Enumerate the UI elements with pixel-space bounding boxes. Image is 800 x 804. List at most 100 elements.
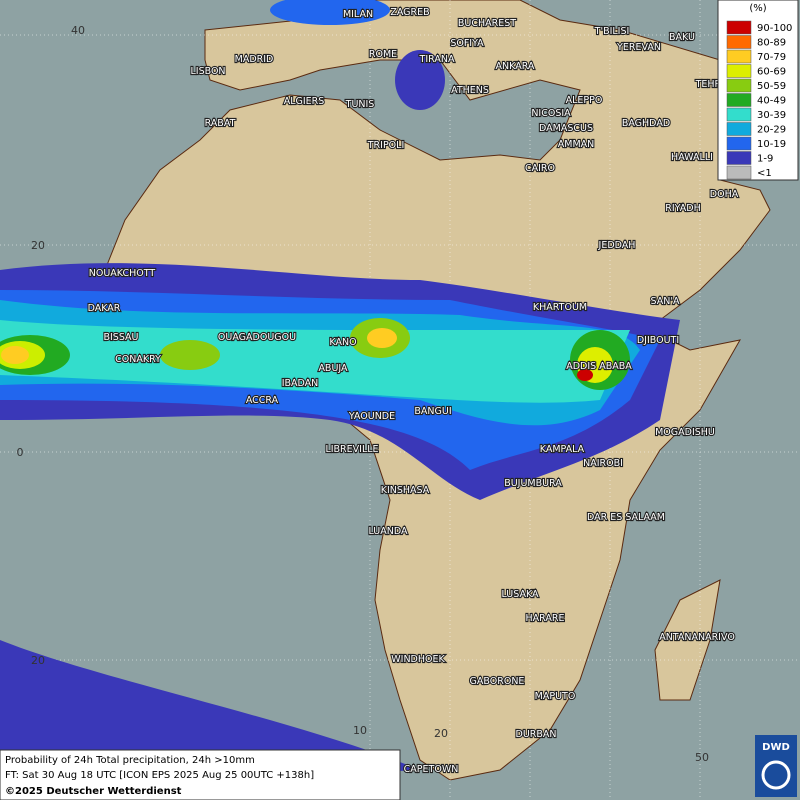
legend-swatch <box>726 20 752 35</box>
lat-label: 20 <box>31 654 45 667</box>
lat-label: 40 <box>71 24 85 37</box>
city-label: KAMPALA <box>540 444 585 455</box>
city-label: ADDIS ABABA <box>566 361 632 372</box>
caption: Probability of 24h Total precipitation, … <box>0 749 401 801</box>
city-label: DJIBOUTI <box>637 335 679 346</box>
city-label: SAN'A <box>651 296 680 307</box>
lon-label: 20 <box>434 727 448 740</box>
city-label: JEDDAH <box>598 240 636 251</box>
city-label: WINDHOEK <box>391 654 445 665</box>
city-label: MILAN <box>343 9 373 20</box>
city-label: BAKU <box>669 32 695 43</box>
city-label: BANGUI <box>414 406 451 417</box>
city-label: ALEPPO <box>566 95 603 106</box>
city-label: CONAKRY <box>115 354 161 365</box>
legend-label: 10-19 <box>757 139 786 150</box>
legend-swatch <box>726 151 752 165</box>
city-label: RIYADH <box>665 203 700 214</box>
city-label: RABAT <box>205 118 236 129</box>
city-label: HARARE <box>526 613 565 624</box>
city-label: DURBAN <box>516 729 557 740</box>
city-label: CAPETOWN <box>404 764 459 775</box>
legend-label: 30-39 <box>757 110 786 121</box>
lon-label: 50 <box>695 751 709 764</box>
city-label: CAIRO <box>525 163 555 174</box>
lat-label: 0 <box>17 446 24 459</box>
legend-swatch <box>726 165 752 180</box>
legend-label: 20-29 <box>757 125 786 136</box>
caption-box <box>0 749 401 801</box>
legend-label: 90-100 <box>757 23 792 34</box>
legend-swatch <box>726 93 752 107</box>
city-label: DAMASCUS <box>539 123 593 134</box>
city-label: DAR ES SALAAM <box>587 512 665 523</box>
legend-swatch <box>726 64 752 78</box>
city-label: SOFIYA <box>450 38 484 49</box>
city-label: GABORONE <box>470 676 525 687</box>
city-label: LIBREVILLE <box>325 444 378 455</box>
city-label: ANTANANARIVO <box>659 632 735 643</box>
city-label: HAWALLI <box>671 152 713 163</box>
city-label: KINSHASA <box>381 485 430 496</box>
city-label: MAPUTO <box>535 691 576 702</box>
logo-swirl <box>761 760 791 790</box>
city-label: TUNIS <box>345 99 375 110</box>
legend-label: 40-49 <box>757 96 786 107</box>
city-label: KHARTOUM <box>533 302 587 313</box>
city-label: NOUAKCHOTT <box>89 268 156 279</box>
city-label: BUCHAREST <box>458 18 516 29</box>
grid-labels: 40 20 0 20 10 20 50 <box>17 24 710 764</box>
legend-items: 90-100 80-89 70-79 60-69 50-59 40-49 30-39 20-2… <box>726 20 792 180</box>
legend-label: 1-9 <box>757 154 773 165</box>
logo-text: DWD <box>762 742 790 753</box>
legend-label: 80-89 <box>757 38 786 49</box>
legend-swatch <box>726 78 752 93</box>
city-label: OUAGADOUGOU <box>218 332 296 343</box>
city-label: MADRID <box>235 54 274 65</box>
city-labels: MILAN ZAGREB BUCHAREST T'BILISI BAKU MADRID RO… <box>86 6 739 776</box>
legend-label: 70-79 <box>757 52 786 63</box>
lat-label: 20 <box>31 239 45 252</box>
city-label: ANKARA <box>496 61 535 72</box>
legend-swatch <box>726 35 752 49</box>
legend-swatch <box>726 107 752 122</box>
lon-label: 10 <box>353 724 367 737</box>
city-label: BUJUMBURA <box>504 478 562 489</box>
city-label: TRIPOLI <box>367 140 405 151</box>
legend: (%) 90-100 80-89 70-79 60-69 50-59 40-49 30-39… <box>717 0 799 181</box>
city-label: ZAGREB <box>390 7 429 18</box>
city-label: BISSAU <box>103 332 138 343</box>
legend-swatch <box>726 49 752 64</box>
legend-label: <1 <box>757 168 772 179</box>
city-label: ACCRA <box>246 395 279 406</box>
legend-label: 50-59 <box>757 81 786 92</box>
city-label: T'BILISI <box>594 26 630 37</box>
city-label: LUSAKA <box>501 589 539 600</box>
city-label: YEREVAN <box>616 42 661 53</box>
legend-swatch <box>726 136 752 151</box>
city-label: IBADAN <box>282 378 319 389</box>
city-label: YAOUNDE <box>348 411 395 422</box>
city-label: KANO <box>329 337 356 348</box>
precipitation <box>0 0 680 790</box>
logo: DWD <box>755 735 797 797</box>
legend-label: 60-69 <box>757 67 786 78</box>
caption-line: FT: Sat 30 Aug 18 UTC [ICON EPS 2025 Aug… <box>5 770 314 781</box>
city-label: ATHENS <box>451 85 489 96</box>
city-label: AMMAN <box>558 139 595 150</box>
city-label: ABUJA <box>318 363 348 374</box>
copyright: ©2025 Deutscher Wetterdienst <box>5 786 182 797</box>
city-label: MOGADISHU <box>655 427 715 438</box>
city-label: TIRANA <box>419 54 455 65</box>
legend-swatch <box>726 122 752 136</box>
city-label: LUANDA <box>368 526 408 537</box>
city-label: DOHA <box>710 189 739 200</box>
city-label: LISBON <box>190 66 225 77</box>
city-label: DAKAR <box>88 303 121 314</box>
city-label: BAGHDAD <box>622 118 670 129</box>
legend-title: (%) <box>749 3 766 14</box>
city-label: NAIROBI <box>583 458 623 469</box>
city-label: NICOSIA <box>531 108 571 119</box>
city-label: ROME <box>369 49 397 60</box>
